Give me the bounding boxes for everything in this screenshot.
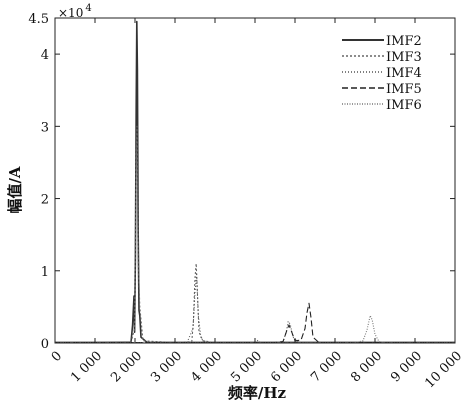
legend-label-imf3: IMF3	[386, 50, 422, 65]
series-line-imf4	[55, 273, 455, 344]
x-tick-label: 3 000	[148, 349, 185, 386]
legend-label-imf6: IMF6	[386, 98, 422, 113]
x-axis-label: 频率/Hz	[228, 384, 287, 402]
legend-label-imf4: IMF4	[386, 66, 422, 81]
x-tick-label: 1 000	[68, 349, 105, 386]
x-tick-label: 0	[49, 349, 65, 365]
y-axis-label: 幅值/A	[6, 166, 24, 213]
x-tick-label: 5 000	[228, 349, 265, 386]
x-tick-label: 8 000	[348, 349, 385, 386]
legend-label-imf5: IMF5	[386, 82, 422, 97]
y-tick-label: 3	[41, 120, 49, 135]
y-multiplier-label: ×10 4	[58, 3, 92, 20]
series-line-imf2	[55, 20, 455, 344]
series-line-imf5	[55, 302, 455, 344]
x-tick-label: 9 000	[388, 349, 425, 386]
series-line-imf3	[55, 125, 455, 344]
legend-label-imf2: IMF2	[386, 34, 422, 49]
y-tick-label: 4	[41, 48, 49, 63]
plot-area	[55, 20, 455, 344]
x-tick-label: 2 000	[108, 349, 145, 386]
x-tick-label: 7 000	[308, 349, 345, 386]
y-tick-label: 2	[41, 193, 49, 208]
x-tick-label: 10 000	[422, 349, 463, 392]
y-tick-label: 0	[41, 337, 49, 352]
x-tick-label: 4 000	[188, 349, 225, 386]
y-tick-label: 4.5	[28, 12, 49, 27]
y-tick-label: 1	[41, 265, 49, 280]
x-tick-label: 6 000	[268, 349, 305, 386]
